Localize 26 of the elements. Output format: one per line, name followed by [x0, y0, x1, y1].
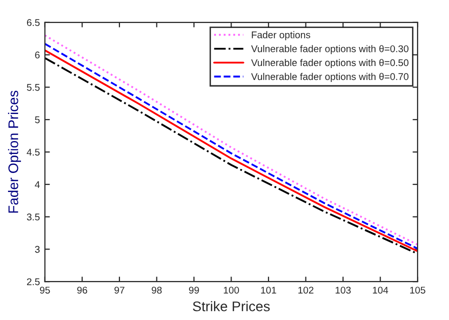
x-axis-title: Strike Prices [192, 301, 270, 312]
y-tick-label: 5 [35, 116, 40, 124]
legend-label: Fader options [252, 31, 310, 40]
y-tick-label: 3.5 [26, 214, 40, 220]
y-tick-label: 2.5 [27, 278, 40, 286]
x-tick-label: 98 [152, 286, 162, 294]
x-tick-label: 96 [77, 286, 88, 294]
y-axis-title: Fader Option Prices [8, 90, 21, 213]
legend-label: Vulnerable fader options with θ=0.50 [251, 59, 408, 68]
y-tick-label: 3 [35, 246, 40, 253]
x-tick-label: 97 [114, 286, 124, 294]
y-tick-label: 5.5 [26, 84, 40, 91]
x-tick-label: 104 [372, 286, 388, 294]
y-tick-label: 6.5 [27, 19, 40, 26]
x-tick-label: 95 [40, 286, 50, 294]
x-tick-label: 103 [336, 286, 351, 294]
y-tick-label: 4 [34, 181, 40, 188]
y-tick-label: 4.5 [26, 148, 40, 156]
x-tick-label: 101 [261, 286, 276, 294]
x-tick-label: 102 [298, 286, 314, 294]
legend-label: Vulnerable fader options with θ=0.30 [251, 45, 408, 54]
x-tick-label: 105 [410, 286, 426, 294]
x-tick-label: 100 [224, 286, 239, 294]
legend-label: Vulnerable fader options with θ=0.70 [251, 72, 408, 82]
y-tick-label: 6 [35, 52, 40, 58]
x-tick-label: 99 [189, 286, 199, 294]
